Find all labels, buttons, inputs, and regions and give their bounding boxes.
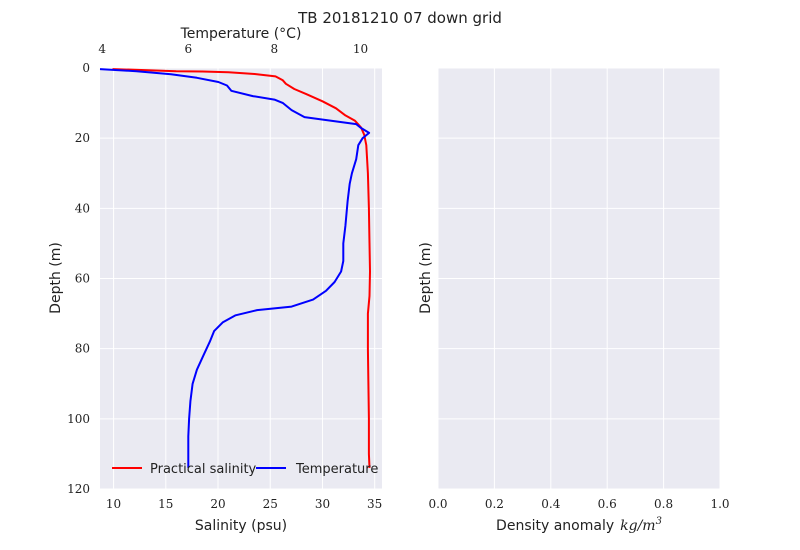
left-x-ticks: 10 15 20 25 30 35 [106,497,382,511]
density-label-units: kg/m [620,518,655,534]
right-x-tick-label: 0.0 [428,497,447,511]
left-x-tick-label: 25 [263,497,278,511]
left-x-tick-label: 15 [158,497,173,511]
top-x-ticks: 4 6 8 10 [98,42,368,56]
right-x-tick-label: 0.8 [654,497,673,511]
legend-salinity-label: Practical salinity [150,462,257,477]
left-x-tick-label: 30 [315,497,330,511]
left-x-tick-label: 35 [367,497,382,511]
top-x-tick-label: 4 [98,42,106,56]
left-panel-lines [99,68,371,468]
left-x-tick-label: 20 [210,497,225,511]
right-x-axis-label: Density anomaly kg/m3 [496,516,662,534]
left-y-axis-label: Depth (m) [48,242,64,314]
top-x-axis-label: Temperature (°C) [180,26,302,42]
left-x-tick-label: 10 [106,497,121,511]
right-x-tick-label: 0.2 [485,497,504,511]
top-x-tick-label: 8 [271,42,279,56]
density-label-exponent: 3 [656,516,662,527]
left-y-ticks: 0 20 40 60 80 100 120 [67,61,90,496]
figure-title: TB 20181210 07 down grid [297,9,502,27]
left-y-tick-label: 120 [67,482,90,496]
temperature-line [99,68,371,468]
left-y-tick-label: 20 [75,131,90,145]
left-y-tick-label: 0 [82,61,90,75]
density-label-text: Density anomaly [496,518,614,534]
left-x-axis-label: Salinity (psu) [195,518,287,534]
legend: Practical salinity Temperature [112,462,378,477]
right-x-tick-label: 0.4 [541,497,560,511]
right-panel-grid [437,67,721,490]
right-x-ticks: 0.0 0.2 0.4 0.6 0.8 1.0 [428,497,729,511]
right-x-tick-label: 1.0 [710,497,729,511]
top-x-tick-label: 10 [353,42,368,56]
right-x-tick-label: 0.6 [598,497,617,511]
left-y-tick-label: 100 [67,412,90,426]
salinity-line [112,68,371,468]
legend-temperature-label: Temperature [295,462,378,477]
top-x-tick-label: 6 [184,42,192,56]
left-y-tick-label: 80 [75,342,90,356]
left-y-tick-label: 40 [75,201,90,215]
right-y-axis-label: Depth (m) [418,242,434,314]
left-y-tick-label: 60 [75,272,90,286]
left-panel-grid [100,67,382,490]
